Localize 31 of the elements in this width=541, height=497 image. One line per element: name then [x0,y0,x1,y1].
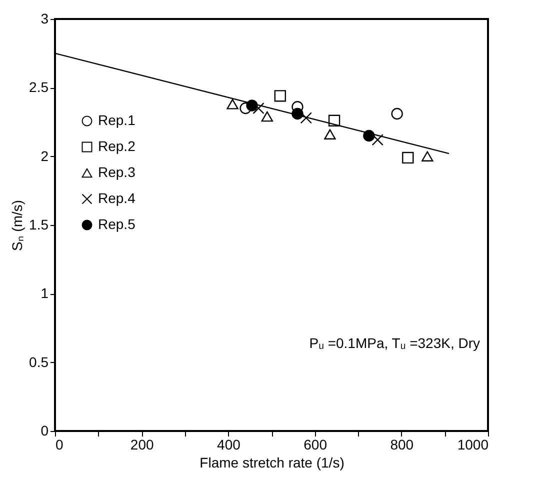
legend-label: Rep.4 [98,190,136,206]
x-tick-label: 600 [304,436,328,452]
y-tick-label: 3 [40,10,49,26]
point [372,134,384,146]
point [261,111,274,122]
y-tick-label: 0 [40,422,49,438]
x-tick-label: 800 [390,436,414,452]
y-tick-label: 1 [40,285,49,302]
point [422,151,434,162]
x-tick-label: 1000 [457,436,489,452]
x-tick-label: 0 [56,436,64,452]
point [391,108,403,120]
point [300,112,312,124]
point [274,90,286,102]
x-axis-title: Flame stretch rate (1/s) [200,454,344,470]
x-tick-label: 400 [217,436,241,452]
point [402,152,414,164]
y-tick-label: 0.5 [29,354,49,370]
point [252,102,264,114]
annotation: Pᵤ =0.1MPa, Tᵤ =323K, Dry [309,335,480,351]
x-tick-label: 200 [130,436,154,452]
legend-label: Rep.2 [98,138,136,154]
point [324,129,336,140]
y-tick-label: 2.5 [29,79,49,96]
y-axis-title: Sₙ (m/s) [9,200,26,252]
legend-label: Rep.5 [98,216,136,232]
y-tick-label: 1.5 [29,216,49,232]
legend-label: Rep.1 [98,112,136,128]
point [226,99,238,110]
legend-label: Rep.3 [98,164,136,180]
y-tick-label: 2 [40,148,49,164]
